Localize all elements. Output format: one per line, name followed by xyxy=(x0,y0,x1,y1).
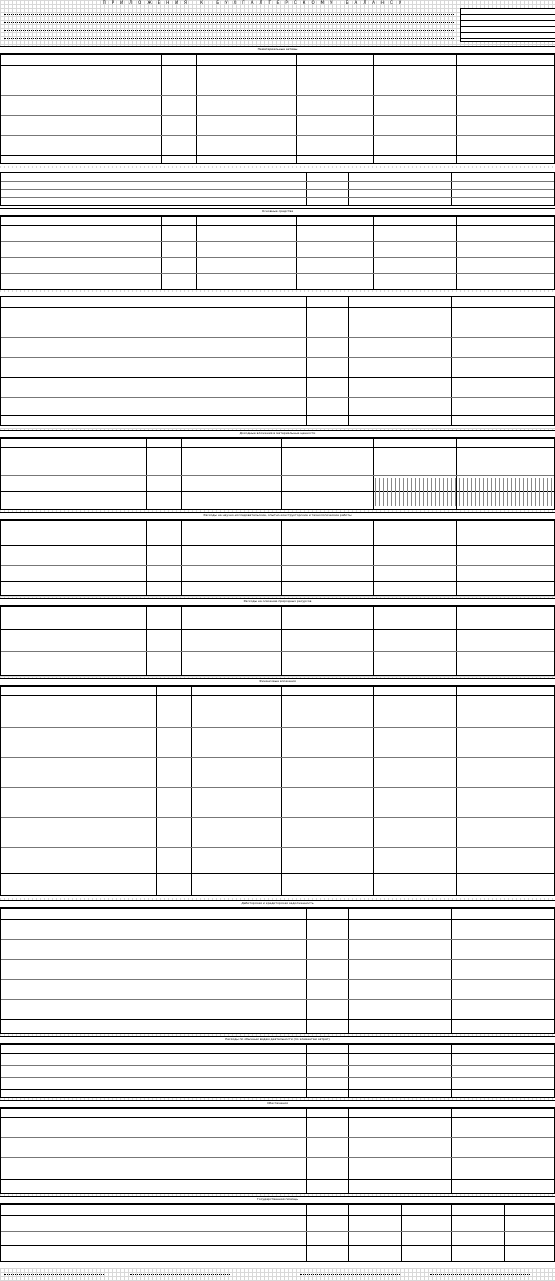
section-header: Доходные вложения в материальные ценност… xyxy=(0,430,555,438)
section-block xyxy=(0,292,555,428)
section-income-investments: Доходные вложения в материальные ценност… xyxy=(0,430,555,510)
codes-box-row xyxy=(461,9,555,15)
shaded-area xyxy=(375,478,553,506)
data-table xyxy=(0,172,555,206)
section-natural-resources: Расходы на освоение природных ресурсов xyxy=(0,598,555,676)
section-receivables-payables: Дебиторская и кредиторская задолженность xyxy=(0,900,555,1034)
org-line xyxy=(4,14,454,16)
section-intangible-assets: Нематериальные активы xyxy=(0,46,555,166)
section-header: Расходы по обычным видам деятельности (п… xyxy=(0,1036,555,1044)
section-block xyxy=(0,168,555,208)
codes-box-row xyxy=(461,21,555,27)
data-table xyxy=(0,216,555,290)
data-table xyxy=(0,1044,555,1098)
section-header: Финансовые вложения xyxy=(0,678,555,686)
codes-box xyxy=(460,8,555,42)
data-table xyxy=(0,908,555,1034)
signature-line xyxy=(4,1274,104,1276)
codes-box-row xyxy=(461,33,555,39)
section-header: Основные средства xyxy=(0,208,555,216)
section-state-aid: Государственная помощь xyxy=(0,1196,555,1268)
section-header: Расходы на освоение природных ресурсов xyxy=(0,598,555,606)
data-table xyxy=(0,438,555,510)
signature-line xyxy=(130,1274,230,1276)
data-table xyxy=(0,54,555,164)
section-header: Дебиторская и кредиторская задолженность xyxy=(0,900,555,908)
data-table xyxy=(0,606,555,676)
data-table xyxy=(0,520,555,596)
section-header: Нематериальные активы xyxy=(0,46,555,54)
document-title: ПРИЛОЖЕНИЯ К БУХГАЛТЕРСКОМУ БАЛАНСУ xyxy=(102,0,408,5)
codes-box-row xyxy=(461,27,555,33)
data-table xyxy=(0,296,555,426)
section-header: Государственная помощь xyxy=(0,1196,555,1204)
data-table xyxy=(0,686,555,896)
section-fixed-assets: Основные средства xyxy=(0,208,555,290)
signature-line xyxy=(300,1274,400,1276)
signature-line xyxy=(430,1274,530,1276)
org-line xyxy=(4,30,454,32)
section-guarantees: Обеспечения xyxy=(0,1100,555,1194)
data-table xyxy=(0,1204,555,1262)
section-header: Обеспечения xyxy=(0,1100,555,1108)
org-line xyxy=(4,22,454,24)
section-header: Расходы на научно-исследовательские, опы… xyxy=(0,512,555,520)
data-table xyxy=(0,1108,555,1194)
section-rnd-expenses: Расходы на научно-исследовательские, опы… xyxy=(0,512,555,596)
org-line xyxy=(4,38,454,40)
codes-box-row xyxy=(461,15,555,21)
section-financial-investments: Финансовые вложения xyxy=(0,678,555,898)
section-expenses-by-element: Расходы по обычным видам деятельности (п… xyxy=(0,1036,555,1098)
